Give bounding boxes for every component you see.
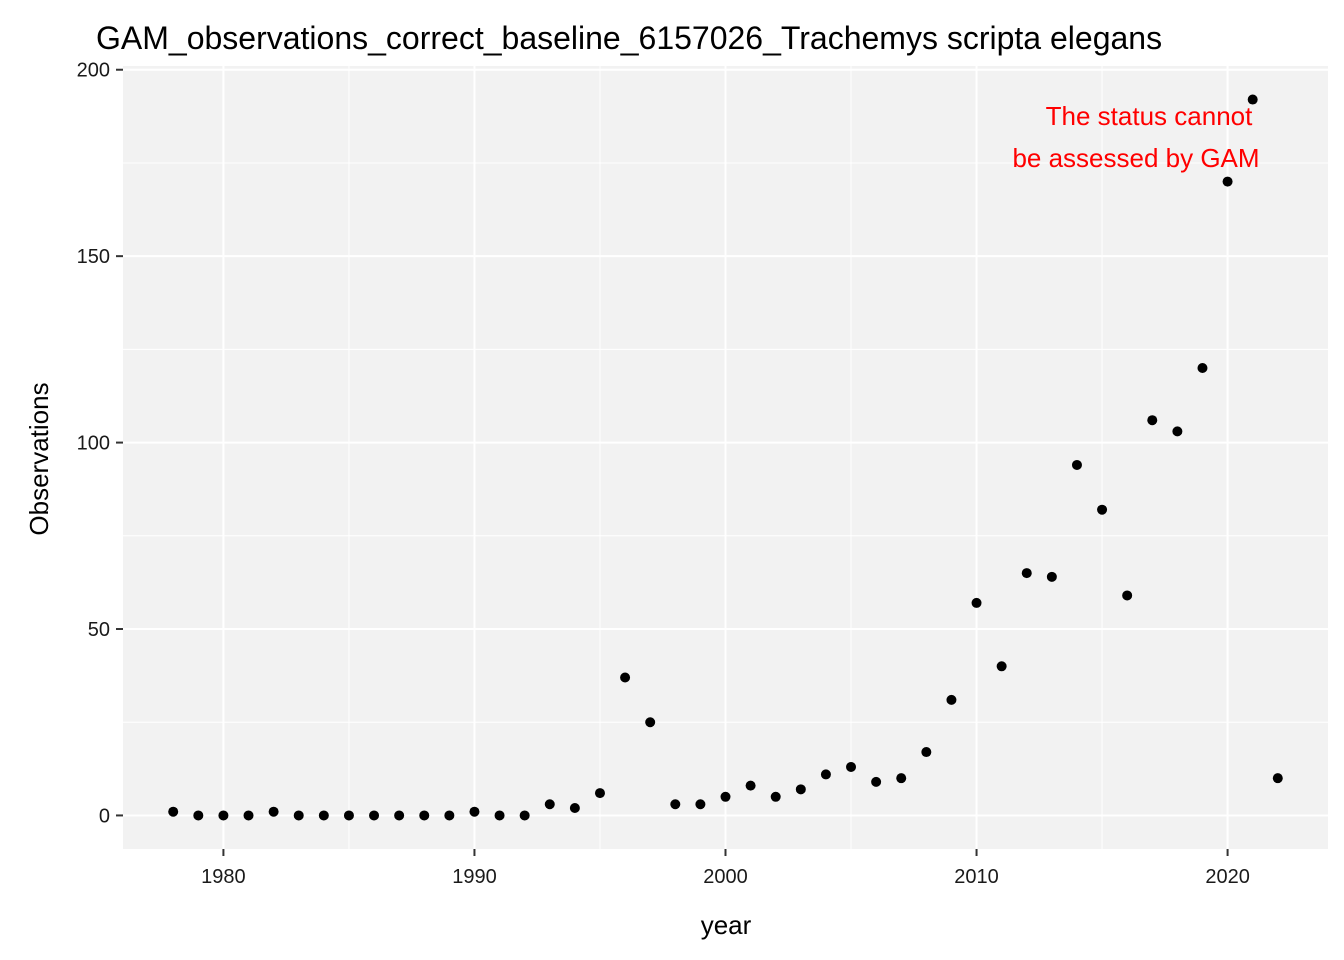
data-point [896, 773, 907, 784]
data-point [846, 761, 857, 772]
data-point [1071, 459, 1082, 470]
x-tick-label: 2010 [954, 866, 999, 888]
data-point [1097, 504, 1108, 515]
data-point [168, 806, 179, 817]
data-point [971, 597, 982, 608]
data-point [620, 672, 631, 683]
data-point [1247, 94, 1258, 105]
x-tick-label: 1980 [201, 866, 246, 888]
data-point [293, 810, 304, 821]
data-point [218, 810, 229, 821]
data-point [795, 784, 806, 795]
data-point [1046, 571, 1057, 582]
data-point [745, 780, 756, 791]
data-point [243, 810, 254, 821]
data-point [720, 791, 731, 802]
data-point [695, 799, 706, 810]
x-tick-label: 2020 [1205, 866, 1250, 888]
data-point [1147, 415, 1158, 426]
data-point [1222, 176, 1233, 187]
y-tick-label: 100 [77, 433, 110, 455]
data-point [419, 810, 430, 821]
data-point [444, 810, 455, 821]
data-point [494, 810, 505, 821]
data-point [1122, 590, 1133, 601]
major-gridlines [123, 66, 1328, 849]
y-tick-label: 0 [99, 805, 110, 827]
data-point [469, 806, 480, 817]
data-point [369, 810, 380, 821]
chart-title: GAM_observations_correct_baseline_615702… [96, 20, 1162, 56]
data-point [1272, 773, 1283, 784]
data-point [193, 810, 204, 821]
data-point [871, 776, 882, 787]
data-point [670, 799, 681, 810]
annotation-line-1: The status cannot [1046, 101, 1253, 131]
data-point [268, 806, 279, 817]
data-point [343, 810, 354, 821]
data-point [946, 694, 957, 705]
data-point [569, 802, 580, 813]
data-point [1172, 426, 1183, 437]
data-point [318, 810, 329, 821]
x-tick-label: 1990 [452, 866, 497, 888]
y-axis-ticks: 0 50 100 150 200 [77, 60, 123, 827]
y-tick-label: 200 [77, 60, 110, 82]
annotation-line-2: be assessed by GAM [1012, 143, 1259, 173]
x-axis-ticks: 1980 1990 2000 2010 2020 [201, 849, 1250, 888]
x-tick-label: 2000 [703, 866, 748, 888]
data-point [519, 810, 530, 821]
y-tick-label: 150 [77, 246, 110, 268]
data-point [1021, 568, 1032, 579]
y-tick-label: 50 [88, 619, 110, 641]
x-axis-title: year [701, 910, 752, 940]
data-point [594, 788, 605, 799]
data-point [645, 717, 656, 728]
data-point [544, 799, 555, 810]
data-point [1197, 363, 1208, 374]
data-point [996, 661, 1007, 672]
y-axis-title: Observations [24, 382, 54, 535]
data-point [770, 791, 781, 802]
data-points [168, 94, 1283, 821]
data-point [394, 810, 405, 821]
data-point [820, 769, 831, 780]
data-point [921, 747, 932, 758]
